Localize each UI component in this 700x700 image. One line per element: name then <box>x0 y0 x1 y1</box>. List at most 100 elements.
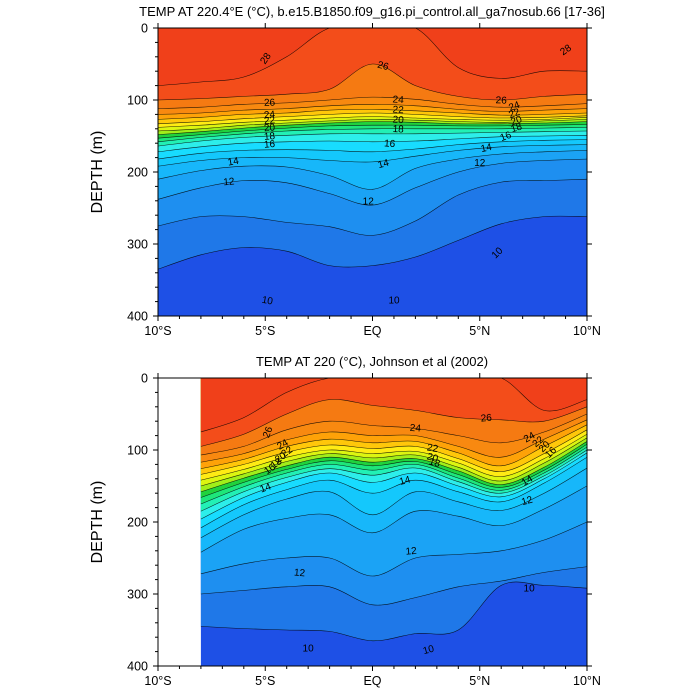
contour-label-text: 22 <box>426 442 439 455</box>
contour-label-text: 26 <box>261 425 275 440</box>
contour-label-text: 26 <box>495 95 507 106</box>
contour-label-26-3: 26 <box>264 97 276 108</box>
panel-bottom-filled-bands <box>200 378 587 666</box>
contour-label-18-10: 18 <box>428 456 442 470</box>
contour-label-24-5: 24 <box>522 430 538 445</box>
contour-label-10-28: 10 <box>388 296 400 307</box>
contour-label-text: 12 <box>223 176 235 188</box>
contour-label-text: 24 <box>275 437 291 452</box>
panel-bottom-y-axis-title: DEPTH (m) <box>89 481 106 564</box>
isotherm-26-line <box>200 399 587 447</box>
y-tick-label-400: 400 <box>127 660 148 674</box>
x-tick-label-2: EQ <box>363 674 381 688</box>
temperature-band-27 <box>200 378 587 432</box>
isotherm-26-line <box>158 63 587 101</box>
panel-top-title: TEMP AT 220.4°E (°C), b.e15.B1850.f09_g1… <box>139 4 605 19</box>
contour-label-14-17: 14 <box>259 481 274 495</box>
contour-label-text: 14 <box>377 158 391 172</box>
contour-label-text: 14 <box>480 142 494 155</box>
panel-bottom: TEMP AT 220 (°C), Johnson et al (2002) 2… <box>89 354 601 688</box>
isotherm-27-line <box>158 28 587 86</box>
isotherm-21-line <box>200 433 587 481</box>
contour-label-22-11: 22 <box>264 115 276 127</box>
isotherm-10-line <box>158 178 587 236</box>
x-tick-label-1: 5°S <box>255 674 275 688</box>
y-tick-label-200: 200 <box>127 166 148 180</box>
contour-label-12-18: 12 <box>520 495 534 509</box>
x-tick-label-0: 10°S <box>144 674 171 688</box>
contour-label-text: 12 <box>405 546 417 558</box>
y-tick-label-100: 100 <box>127 94 148 108</box>
contour-label-26-5: 26 <box>495 95 507 106</box>
contour-label-14-15: 14 <box>398 474 412 488</box>
contour-label-text: 22 <box>264 115 276 127</box>
contour-label-text: 22 <box>392 105 404 117</box>
isotherm-18-line <box>158 124 587 139</box>
isotherm-21-line <box>158 116 587 128</box>
contour-label-text: 24 <box>507 100 522 114</box>
y-tick-label-0: 0 <box>141 22 148 36</box>
contour-label-20-13: 20 <box>509 114 524 128</box>
contour-label-14-18: 14 <box>377 158 391 172</box>
isotherm-13-line <box>158 144 587 167</box>
contour-label-text: 10 <box>388 296 400 307</box>
contour-label-18-12: 18 <box>392 124 404 136</box>
contour-label-text: 16 <box>264 139 276 151</box>
isotherm-23-line <box>158 109 587 120</box>
isotherm-24-line <box>158 104 587 115</box>
contour-label-26-2: 26 <box>480 413 492 425</box>
panel-top-filled-bands <box>158 28 587 316</box>
contour-label-text: 20 <box>426 451 440 465</box>
panel-bottom-isotherm-lines <box>200 378 587 642</box>
contour-label-10-21: 10 <box>524 584 536 595</box>
contour-label-20-9: 20 <box>392 115 404 127</box>
x-tick-label-4: 10°N <box>573 674 601 688</box>
contour-label-12-19: 12 <box>405 546 417 558</box>
x-tick-label-4: 10°N <box>573 324 601 338</box>
contour-label-10-27: 10 <box>261 295 274 308</box>
contour-label-12-20: 12 <box>293 567 305 579</box>
contour-label-text: 14 <box>227 156 240 169</box>
contour-label-16-15: 16 <box>384 138 396 150</box>
contour-label-text: 24 <box>392 94 404 106</box>
contour-label-text: 18 <box>392 124 404 136</box>
isotherm-12-line <box>158 150 587 190</box>
isotherm-22-line <box>200 429 587 475</box>
contour-label-text: 18 <box>510 121 524 135</box>
contour-label-text: 12 <box>520 495 534 509</box>
contour-label-text: 14 <box>259 481 274 495</box>
contour-label-18-16: 18 <box>510 121 524 135</box>
contour-label-text: 24 <box>522 430 538 445</box>
x-tick-label-3: 5°N <box>469 674 490 688</box>
panel-bottom-x-axis: 10°S 5°S EQ 5°N 10°N <box>144 373 601 688</box>
x-tick-label-1: 5°S <box>255 324 275 338</box>
isotherm-16-line <box>158 130 587 147</box>
isotherm-22-line <box>158 112 587 125</box>
y-tick-label-400: 400 <box>127 310 148 324</box>
contour-label-20-7: 20 <box>426 451 440 465</box>
contour-label-18-17: 18 <box>264 131 276 143</box>
panel-top: TEMP AT 220.4°E (°C), b.e15.B1850.f09_g1… <box>89 4 605 338</box>
y-tick-label-200: 200 <box>127 516 148 530</box>
x-tick-label-2: EQ <box>363 324 381 338</box>
contour-label-text: 10 <box>261 295 274 308</box>
contour-label-12-24: 12 <box>223 176 235 188</box>
contour-label-text: 10 <box>524 584 536 595</box>
isotherm-17-line <box>158 127 587 143</box>
contour-label-text: 14 <box>398 474 412 488</box>
temperature-band-26 <box>200 378 587 447</box>
isotherm-24-line <box>200 419 587 463</box>
contour-label-12-25: 12 <box>363 196 375 207</box>
contour-label-24-4: 24 <box>392 94 404 106</box>
isotherm-18-line <box>200 443 587 498</box>
isotherm-16-line <box>200 449 587 512</box>
isotherm-20-line <box>200 437 587 487</box>
contour-label-text: 26 <box>264 97 276 108</box>
panel-top-y-axis-title: DEPTH (m) <box>89 131 106 214</box>
contour-label-22-6: 22 <box>392 105 404 117</box>
isotherm-15-line <box>158 135 587 153</box>
isotherm-9-line <box>158 215 587 270</box>
panel-top-isotherm-lines <box>158 28 587 270</box>
